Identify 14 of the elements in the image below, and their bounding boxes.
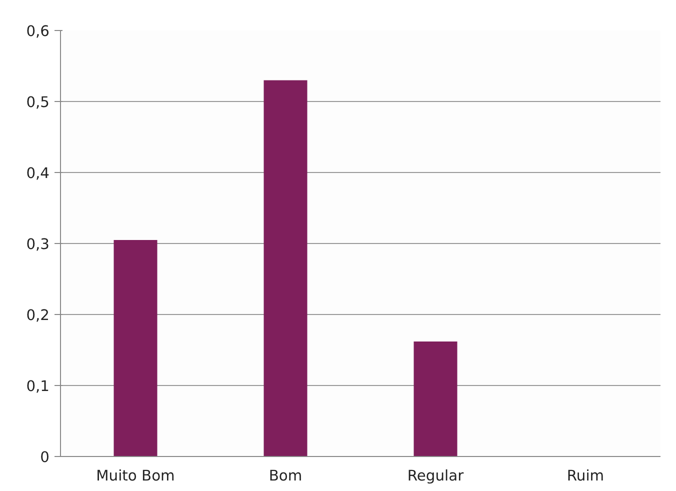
x-tick-label: Muito Bom [96, 468, 175, 484]
x-tick-label: Bom [268, 468, 302, 484]
y-tick-label: 0 [40, 449, 50, 466]
y-tick-label: 0,5 [26, 94, 50, 111]
y-tick-label: 0,4 [26, 165, 50, 182]
y-tick-label: 0,3 [26, 236, 50, 253]
bar [114, 240, 158, 456]
y-tick-label: 0,1 [26, 378, 50, 395]
bar [264, 80, 308, 456]
y-tick-label: 0,6 [26, 23, 50, 40]
y-tick-label: 0,2 [26, 307, 50, 324]
x-tick-label: Ruim [566, 468, 604, 484]
x-tick-label: Regular [407, 468, 465, 484]
bar [414, 341, 458, 456]
